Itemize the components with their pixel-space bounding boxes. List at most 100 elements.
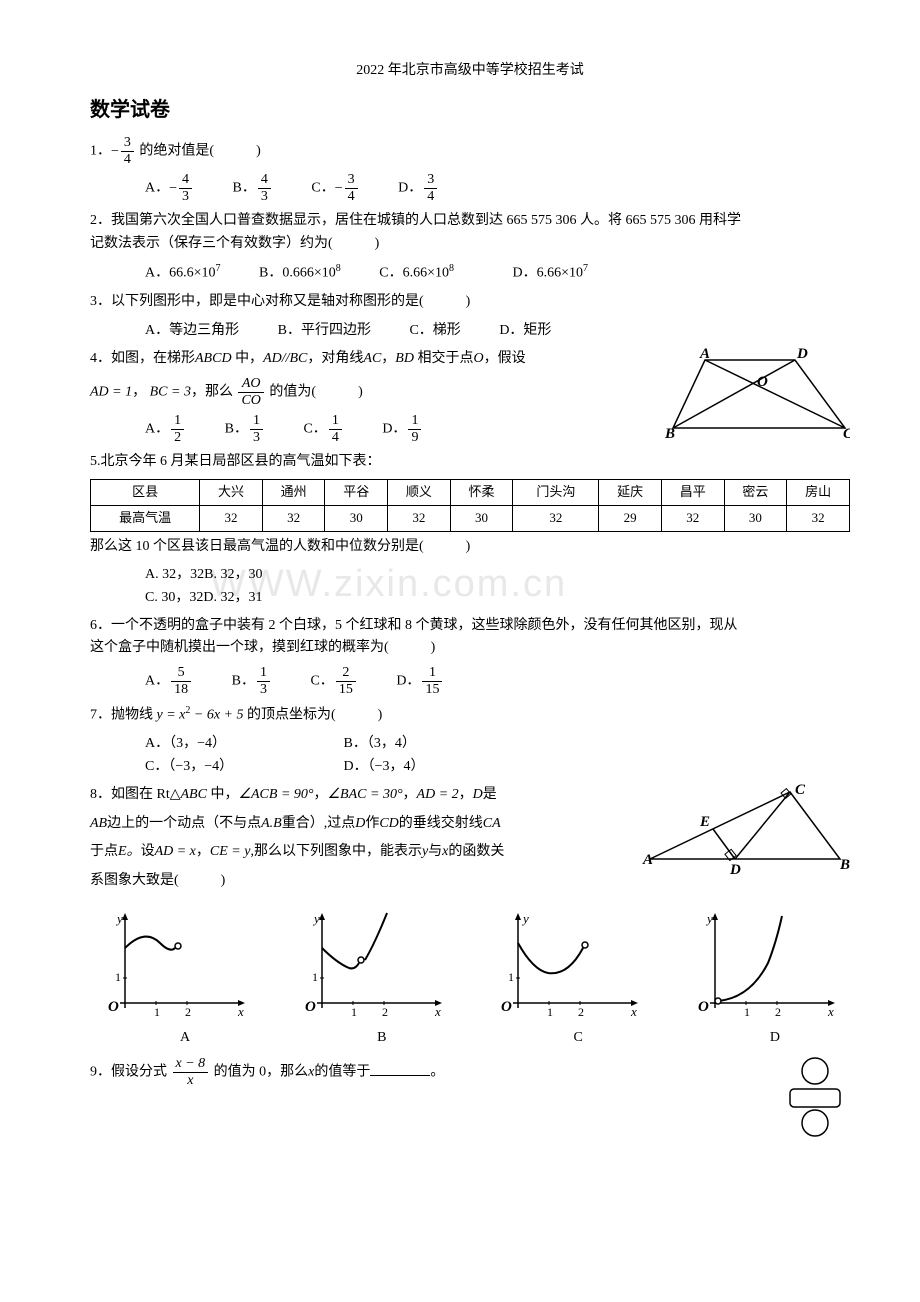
q6-opt-c: C．215 [310, 666, 357, 697]
q2-opt-a: A．66.6×107 [145, 261, 221, 285]
svg-text:B: B [665, 426, 675, 442]
svg-text:1: 1 [744, 1005, 750, 1019]
q6-opt-b: B．13 [232, 666, 272, 697]
q5-below: 那么这 10 个区县该日最高气温的人数和中位数分别是( ) WWW.zixin.… [90, 536, 850, 558]
graph-a: y x O 1 1 2 [100, 908, 250, 1023]
q1-stem-a: 1． [90, 144, 111, 159]
blank-field [370, 1061, 430, 1076]
q6-opt-d: D．115 [396, 666, 444, 697]
svg-text:O: O [757, 374, 768, 390]
q5-opt-cd: C. 30，32D. 32，31 [145, 587, 850, 609]
q1-opt-a: A．−43 [145, 173, 194, 204]
svg-text:O: O [501, 999, 512, 1015]
svg-text:C: C [795, 784, 806, 798]
svg-text:1: 1 [154, 1005, 160, 1019]
q4-figure: A D B C O [665, 348, 850, 443]
q8-line3: 于点E。设AD = x，CE = y,那么以下列图象中，能表示y与x的函数关 [90, 841, 630, 863]
q4-opt-b: B．13 [225, 414, 265, 445]
q1-frac: 34 [121, 136, 134, 167]
exam-header: 2022 年北京市高级中等学校招生考试 [90, 60, 850, 82]
q7-opt-b: B．（3，4） [344, 733, 416, 755]
question-8: 8．如图在 Rt△ABC 中，∠ACB = 90°，∠BAC = 30°，AD … [90, 784, 630, 806]
question-2: 2．我国第六次全国人口普查数据显示，居住在城镇的人口总数到达 665 575 3… [90, 210, 850, 255]
q5-table: 区县大兴通州平谷顺义怀柔门头沟延庆昌平密云房山 最高气温323230323032… [90, 479, 850, 532]
q6-options: A．518 B．13 C．215 D．115 [90, 666, 850, 697]
svg-text:D: D [729, 862, 741, 878]
q2-opt-d: D．6.66×107 [512, 261, 588, 285]
q2-options: A．66.6×107 B．0.666×108 C．6.66×108 D．6.66… [90, 261, 850, 285]
svg-text:A: A [642, 852, 653, 868]
q7-opt-d: D．（−3，4） [344, 756, 425, 778]
svg-text:x: x [237, 1004, 244, 1019]
q3-opt-b: B．平行四边形 [278, 320, 371, 342]
q8-graphs: y x O 1 1 2 y x O 1 1 2 y x O 1 1 2 [90, 908, 850, 1023]
svg-text:E: E [699, 814, 710, 830]
svg-text:2: 2 [382, 1005, 388, 1019]
graph-b: y x O 1 1 2 [297, 908, 447, 1023]
q8-graph-labels: A B C D [90, 1027, 850, 1049]
question-8-row: 8．如图在 Rt△ABC 中，∠ACB = 90°，∠BAC = 30°，AD … [90, 784, 850, 898]
table-row: 最高气温32323032303229323032 [91, 506, 850, 532]
q7-opt-a: A．（3，−4） [145, 733, 305, 755]
svg-text:D: D [796, 348, 808, 362]
q2-opt-b: B．0.666×108 [259, 261, 341, 285]
q5-options: A. 32，32B. 32，30 C. 30，32D. 32，31 [90, 564, 850, 609]
label-d: D [770, 1027, 780, 1049]
svg-text:1: 1 [508, 970, 514, 984]
q3-opt-d: D．矩形 [499, 320, 551, 342]
q4-opt-c: C．14 [303, 414, 343, 445]
q7-options: A．（3，−4） B．（3，4） C．（−3，−4） D．（−3，4） [90, 733, 850, 779]
svg-text:O: O [108, 999, 119, 1015]
svg-text:x: x [434, 1004, 441, 1019]
q6-opt-a: A．518 [145, 666, 193, 697]
q1-options: A．−43 B．43 C．−34 D．34 [90, 173, 850, 204]
q2-opt-c: C．6.66×108 [379, 261, 454, 285]
svg-text:1: 1 [547, 1005, 553, 1019]
q8-line2: AB边上的一个动点（不与点A.B重合）,过点D作CD的垂线交射线CA [90, 813, 630, 835]
question-9-row: 9．假设分式 x − 8x 的值为 0，那么x的值等于。 [90, 1057, 850, 1137]
graph-c: y x O 1 1 2 [493, 908, 643, 1023]
q1-opt-d: D．34 [398, 173, 439, 204]
question-4: 4．如图，在梯形ABCD 中，AD//BC，对角线AC，BD 相交于点O，假设 [90, 348, 655, 370]
q4-opt-d: D．19 [382, 414, 423, 445]
question-3: 3．以下列图形中，即是中心对称又是轴对称图形的是( ) [90, 291, 850, 313]
svg-text:1: 1 [351, 1005, 357, 1019]
question-9: 9．假设分式 x − 8x 的值为 0，那么x的值等于。 [90, 1057, 770, 1088]
q1-stem-b: 的绝对值是( ) [139, 144, 260, 159]
svg-text:1: 1 [115, 970, 121, 984]
svg-text:2: 2 [775, 1005, 781, 1019]
graph-d: y x O 1 2 [690, 908, 840, 1023]
q1-opt-c: C．−34 [311, 173, 359, 204]
svg-text:2: 2 [185, 1005, 191, 1019]
question-7: 7．抛物线 y = x2 − 6x + 5 的顶点坐标为( ) [90, 703, 850, 727]
q4-opt-a: A．12 [145, 414, 186, 445]
svg-text:2: 2 [578, 1005, 584, 1019]
q8-line4: 系图象大致是( ) [90, 870, 630, 892]
question-6: 6．一个不透明的盒子中装有 2 个白球，5 个红球和 8 个黄球，这些球除颜色外… [90, 615, 850, 660]
svg-text:C: C [843, 426, 850, 442]
q1-neg: − [111, 141, 119, 163]
svg-text:A: A [699, 348, 710, 362]
svg-text:1: 1 [312, 970, 318, 984]
svg-text:O: O [698, 999, 709, 1015]
q4-options: A．12 B．13 C．14 D．19 [90, 414, 655, 445]
label-c: C [574, 1027, 583, 1049]
exam-title: 数学试卷 [90, 94, 850, 126]
q3-opt-c: C．梯形 [409, 320, 460, 342]
q3-opt-a: A．等边三角形 [145, 320, 239, 342]
question-5: 5.北京今年 6 月某日局部区县的高气温如下表： [90, 451, 850, 473]
svg-text:B: B [839, 857, 850, 873]
q1-opt-b: B．43 [233, 173, 273, 204]
q7-opt-c: C．（−3，−4） [145, 756, 305, 778]
question-4-row: 4．如图，在梯形ABCD 中，AD//BC，对角线AC，BD 相交于点O，假设 … [90, 348, 850, 450]
q3-options: A．等边三角形 B．平行四边形 C．梯形 D．矩形 [90, 320, 850, 343]
question-1: 1．−34 的绝对值是( ) [90, 136, 850, 167]
svg-text:y: y [705, 911, 713, 926]
table-row: 区县大兴通州平谷顺义怀柔门头沟延庆昌平密云房山 [91, 480, 850, 506]
svg-text:x: x [630, 1004, 637, 1019]
svg-text:y: y [115, 911, 123, 926]
svg-text:y: y [521, 911, 529, 926]
q2-line2: 记数法表示（保存三个有效数字）约为( ) [90, 233, 850, 255]
q8-figure: A B C D E [640, 784, 850, 884]
svg-text:x: x [827, 1004, 834, 1019]
